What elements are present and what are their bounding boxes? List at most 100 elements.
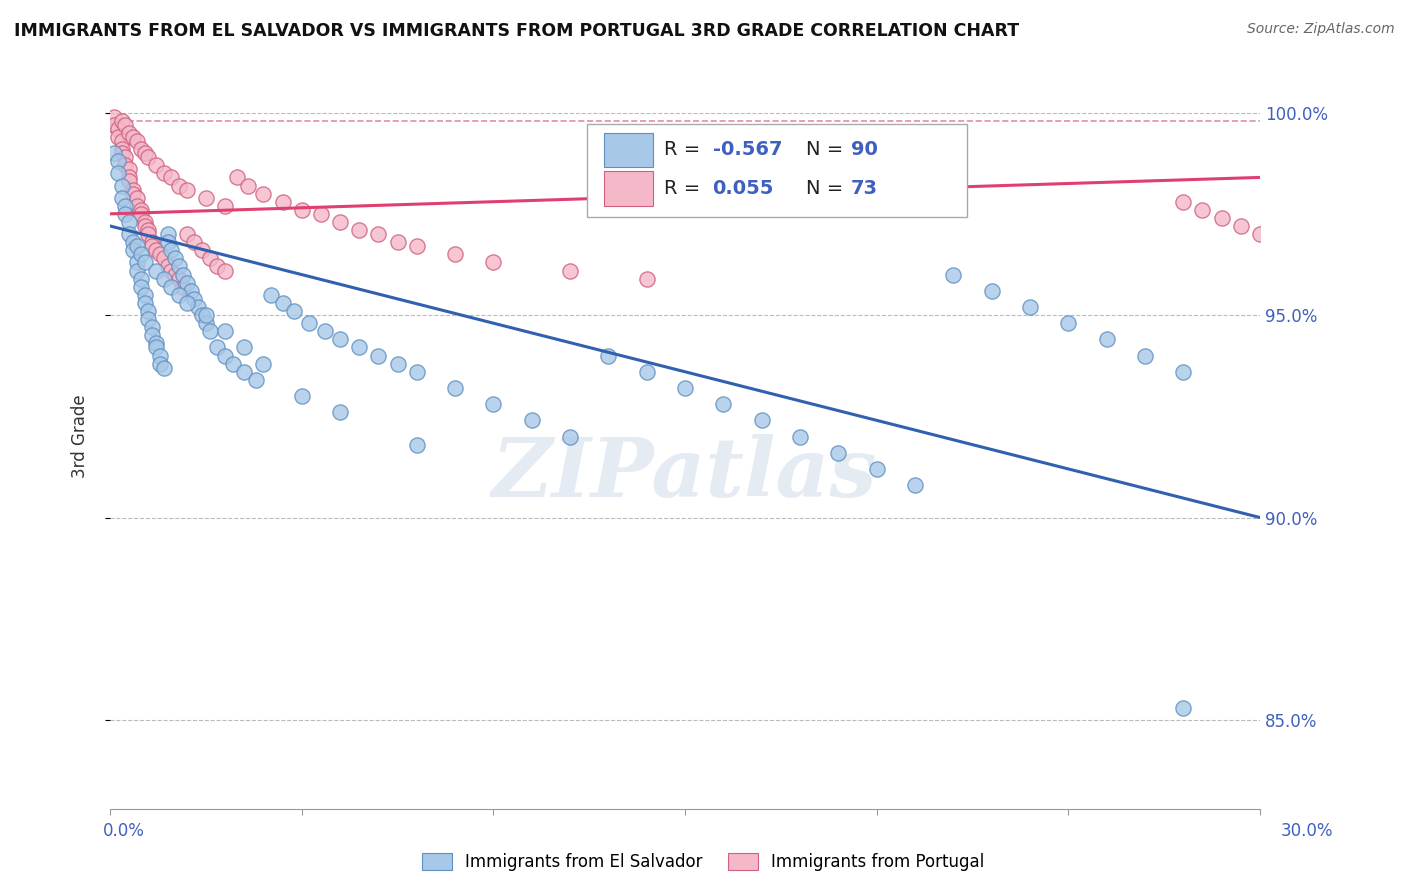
Point	[1229, 219, 1251, 233]
Point	[118, 227, 141, 241]
Point	[176, 183, 198, 197]
Point	[103, 146, 125, 161]
Point	[789, 429, 811, 443]
Point	[145, 158, 167, 172]
Point	[291, 202, 314, 217]
Point	[176, 227, 198, 241]
Point	[172, 268, 194, 282]
Point	[1173, 700, 1195, 714]
Point	[520, 413, 543, 427]
Point	[125, 199, 148, 213]
Point	[194, 191, 217, 205]
Point	[145, 263, 167, 277]
Point	[110, 113, 132, 128]
Point	[865, 462, 887, 476]
Point	[347, 341, 370, 355]
Point	[172, 279, 194, 293]
Point	[194, 316, 217, 330]
Point	[152, 252, 174, 266]
Point	[636, 365, 658, 379]
Text: 30.0%: 30.0%	[1281, 822, 1333, 840]
Point	[1133, 349, 1156, 363]
Point	[114, 150, 136, 164]
Y-axis label: 3rd Grade: 3rd Grade	[72, 395, 89, 478]
Point	[482, 397, 505, 411]
Point	[118, 126, 141, 140]
Point	[160, 263, 183, 277]
Point	[191, 244, 214, 258]
Point	[214, 263, 236, 277]
Point	[110, 191, 132, 205]
Point	[260, 288, 283, 302]
Point	[405, 239, 427, 253]
Point	[1173, 365, 1195, 379]
Point	[236, 178, 259, 193]
Point	[138, 312, 160, 326]
Point	[152, 166, 174, 180]
Point	[1211, 211, 1233, 225]
Point	[129, 271, 152, 285]
Point	[1019, 300, 1042, 314]
Point	[107, 154, 129, 169]
Point	[118, 162, 141, 177]
Point	[214, 199, 236, 213]
Point	[110, 146, 132, 161]
Point	[444, 247, 467, 261]
Point	[167, 178, 190, 193]
Legend: Immigrants from El Salvador, Immigrants from Portugal: Immigrants from El Salvador, Immigrants …	[413, 845, 993, 880]
Point	[167, 271, 190, 285]
Point	[1191, 202, 1213, 217]
Text: 0.055: 0.055	[713, 179, 773, 198]
Point	[141, 235, 163, 250]
Point	[156, 260, 179, 274]
Point	[125, 134, 148, 148]
Point	[165, 268, 187, 282]
Point	[122, 186, 145, 201]
Point	[149, 349, 172, 363]
Point	[118, 215, 141, 229]
Point	[145, 341, 167, 355]
Point	[636, 271, 658, 285]
Point	[134, 146, 156, 161]
Point	[107, 166, 129, 180]
Point	[271, 296, 294, 310]
Point	[156, 235, 179, 250]
Point	[827, 446, 849, 460]
Point	[122, 235, 145, 250]
Point	[309, 207, 332, 221]
Point	[225, 170, 247, 185]
Point	[187, 300, 209, 314]
Point	[165, 252, 187, 266]
Point	[252, 357, 274, 371]
Point	[367, 349, 389, 363]
Point	[598, 349, 620, 363]
Point	[141, 239, 163, 253]
Point	[114, 118, 136, 132]
Point	[271, 194, 294, 209]
Point	[673, 381, 696, 395]
Point	[134, 215, 156, 229]
Text: -0.567: -0.567	[713, 140, 782, 160]
Point	[194, 308, 217, 322]
Text: ZIPatlas: ZIPatlas	[492, 434, 877, 514]
Point	[138, 227, 160, 241]
Point	[152, 360, 174, 375]
Point	[751, 413, 773, 427]
Point	[134, 296, 156, 310]
Point	[125, 191, 148, 205]
Point	[387, 357, 409, 371]
Point	[125, 255, 148, 269]
Point	[134, 288, 156, 302]
Point	[156, 227, 179, 241]
Point	[214, 324, 236, 338]
Point	[110, 142, 132, 156]
Point	[980, 284, 1002, 298]
Point	[245, 373, 267, 387]
Point	[183, 235, 205, 250]
Point	[107, 130, 129, 145]
Text: N =: N =	[806, 179, 849, 198]
Point	[129, 279, 152, 293]
Point	[558, 429, 581, 443]
Point	[125, 263, 148, 277]
Point	[207, 260, 229, 274]
